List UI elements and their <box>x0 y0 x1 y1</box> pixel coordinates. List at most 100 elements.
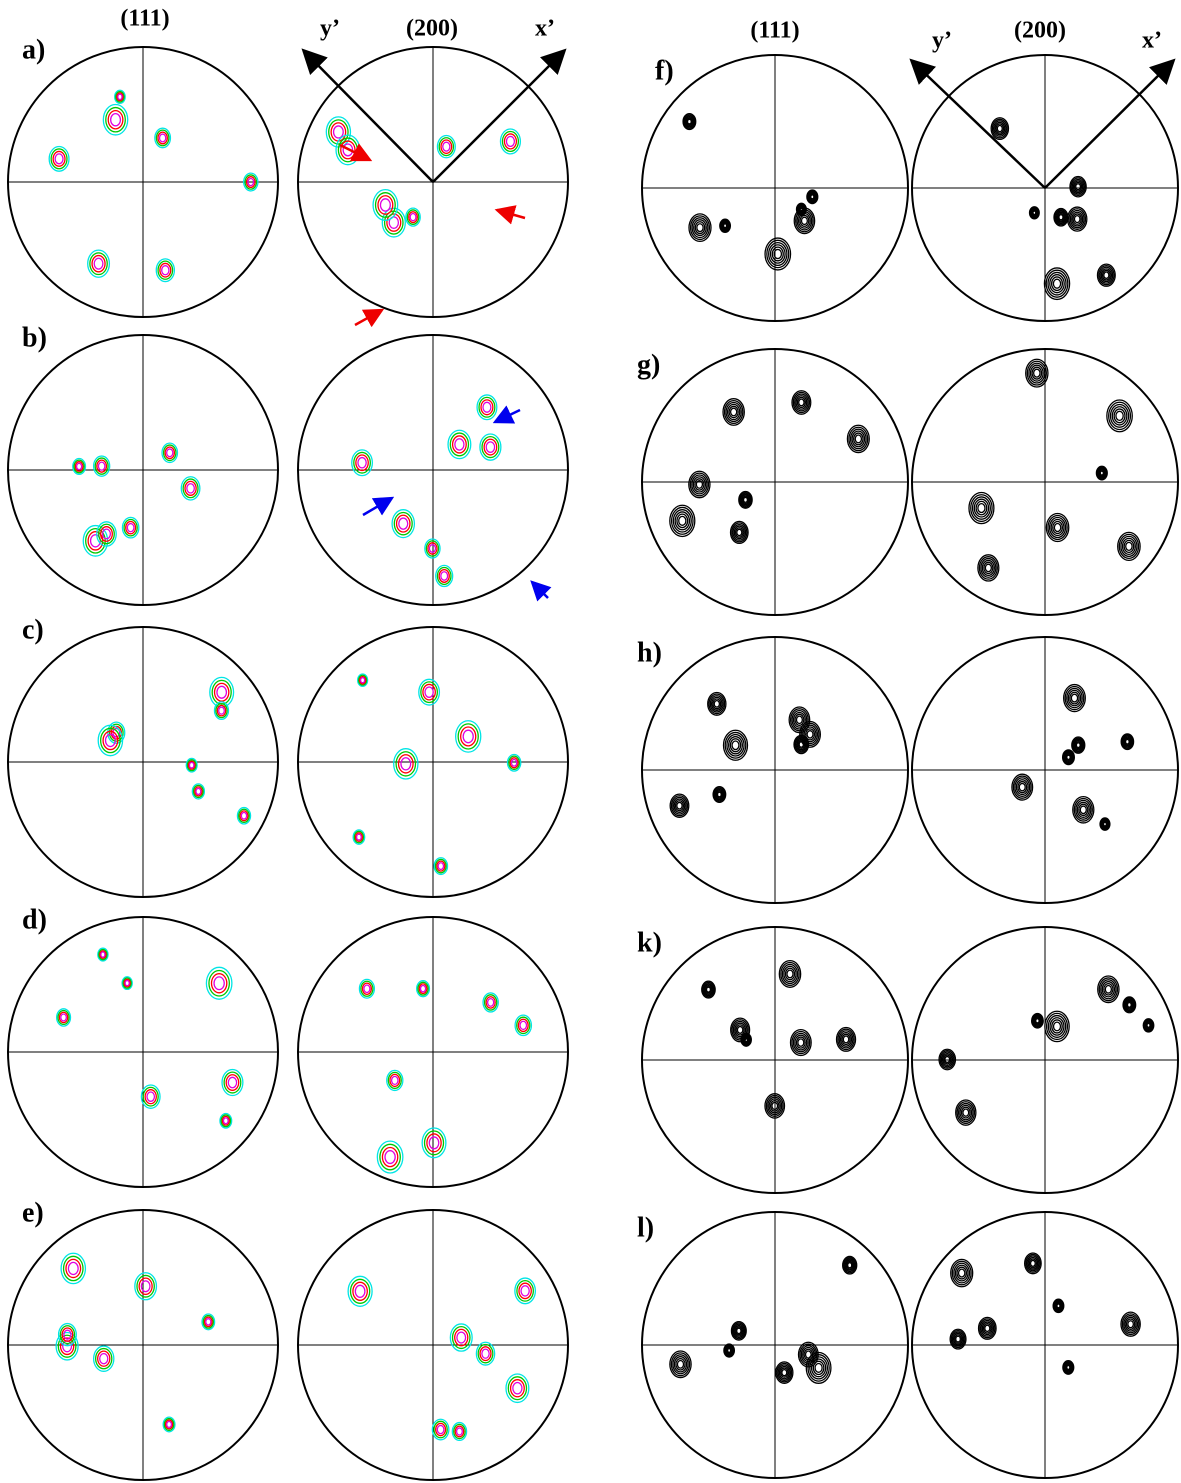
contour <box>792 711 806 728</box>
contour <box>797 212 811 229</box>
contour <box>454 438 465 451</box>
contour <box>723 1344 735 1357</box>
contour <box>980 1319 995 1337</box>
contour <box>1143 1019 1154 1032</box>
contour <box>482 992 499 1013</box>
contour <box>114 89 126 105</box>
contour <box>1030 208 1038 217</box>
contour <box>674 800 685 812</box>
contour <box>52 150 66 167</box>
contour <box>810 1358 827 1378</box>
contour <box>807 191 817 203</box>
contour <box>795 715 804 725</box>
contour <box>1121 1313 1140 1336</box>
contour <box>216 704 227 717</box>
contour <box>427 542 438 555</box>
contour <box>386 213 402 232</box>
contour <box>65 1258 82 1279</box>
contour <box>672 509 692 533</box>
contour <box>799 214 810 227</box>
contour <box>395 751 417 777</box>
contour <box>457 723 479 750</box>
contour <box>781 1368 788 1377</box>
axis-label: y’ <box>932 28 952 54</box>
contour <box>161 442 179 464</box>
contour <box>800 1345 817 1364</box>
contour <box>205 1318 212 1326</box>
contour <box>1064 752 1073 763</box>
contour <box>213 976 225 991</box>
contour <box>1073 739 1083 751</box>
contour <box>140 1084 161 1109</box>
contour <box>140 1280 151 1293</box>
contour <box>424 538 441 559</box>
contour <box>707 691 727 716</box>
contour <box>449 432 470 457</box>
contour <box>57 1009 70 1026</box>
contour <box>1045 1012 1069 1041</box>
contour <box>216 685 228 699</box>
contour <box>99 727 121 754</box>
contour <box>97 947 109 962</box>
contour <box>714 788 725 801</box>
contour <box>791 709 808 730</box>
contour <box>227 1076 238 1089</box>
panel-label: g) <box>637 349 660 380</box>
contour <box>59 1325 76 1345</box>
contour <box>194 786 203 797</box>
contour <box>512 1381 523 1395</box>
contour <box>352 1281 368 1301</box>
contour <box>462 729 474 744</box>
contour <box>978 556 998 580</box>
blue-arrows <box>362 405 552 602</box>
contour <box>951 1260 972 1286</box>
contour <box>205 966 233 1000</box>
contour <box>806 730 814 739</box>
contour <box>799 1343 818 1366</box>
contour <box>727 736 744 755</box>
contour <box>107 721 126 744</box>
contour <box>449 1323 473 1352</box>
contour <box>716 790 723 799</box>
pole-figure <box>641 54 909 322</box>
contour <box>1078 803 1089 817</box>
contour <box>1075 183 1082 191</box>
contour <box>416 980 431 998</box>
contour <box>1033 1015 1042 1026</box>
contour <box>157 260 174 280</box>
contour <box>1074 740 1082 750</box>
contour <box>1099 266 1114 284</box>
contour <box>1120 733 1135 751</box>
contour <box>1052 520 1064 535</box>
contour <box>483 994 498 1011</box>
contour <box>1079 805 1087 815</box>
contour <box>409 212 417 222</box>
contour <box>1049 1017 1065 1036</box>
contour <box>729 407 738 417</box>
plane-header: (111) <box>120 6 169 32</box>
contour <box>180 476 201 501</box>
contour <box>845 1259 855 1271</box>
contour <box>793 207 816 235</box>
contour <box>1072 738 1084 752</box>
contour <box>162 1416 176 1433</box>
contour <box>1053 1299 1064 1313</box>
contour <box>1124 738 1130 745</box>
contour <box>1050 518 1065 537</box>
contour <box>722 223 728 229</box>
contour <box>164 1419 174 1430</box>
contour <box>355 833 362 841</box>
contour <box>808 192 817 202</box>
contour <box>971 496 991 520</box>
contour <box>1062 750 1075 765</box>
contour <box>970 494 993 523</box>
contour <box>61 1327 74 1342</box>
contour <box>1121 734 1134 749</box>
contour <box>91 254 106 273</box>
contour <box>1125 1000 1133 1009</box>
contour <box>433 1420 448 1439</box>
contour <box>1028 206 1040 220</box>
contour <box>853 432 864 446</box>
contour <box>670 506 694 535</box>
contour <box>676 513 689 529</box>
